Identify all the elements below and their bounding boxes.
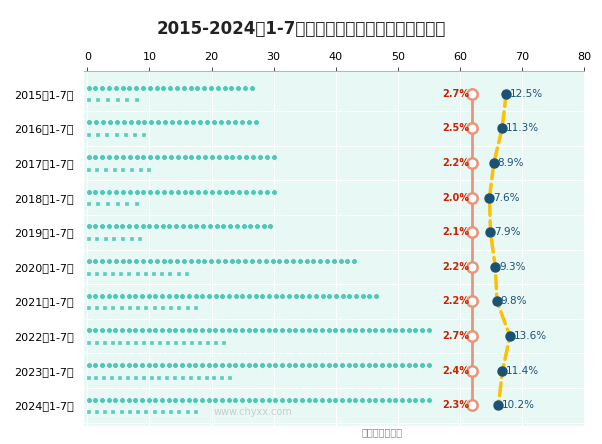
Text: 11.4%: 11.4% [506, 366, 539, 376]
Text: www.chyxx.com: www.chyxx.com [214, 407, 292, 417]
Text: 2.1%: 2.1% [442, 227, 469, 237]
Text: 制图：智研咨询: 制图：智研咨询 [361, 427, 402, 437]
Text: 2.4%: 2.4% [442, 366, 469, 376]
Text: 2.2%: 2.2% [442, 262, 469, 272]
Text: 9.3%: 9.3% [499, 262, 526, 272]
Text: 2.0%: 2.0% [442, 193, 469, 202]
Text: 2.2%: 2.2% [442, 297, 469, 306]
Text: 2.7%: 2.7% [442, 331, 469, 341]
Text: 7.6%: 7.6% [493, 193, 520, 202]
Text: 2.2%: 2.2% [442, 158, 469, 168]
Text: 7.9%: 7.9% [494, 227, 521, 237]
Text: 9.8%: 9.8% [501, 297, 527, 306]
Text: 11.3%: 11.3% [506, 123, 539, 133]
Text: 13.6%: 13.6% [514, 331, 547, 341]
Text: 12.5%: 12.5% [510, 88, 543, 99]
Text: 2.5%: 2.5% [442, 123, 469, 133]
Text: 8.9%: 8.9% [498, 158, 524, 168]
Text: 2.7%: 2.7% [442, 88, 469, 99]
Text: 2.3%: 2.3% [442, 400, 469, 410]
Text: 2015-2024年1-7月西藏自治区工业企业存货统计图: 2015-2024年1-7月西藏自治区工业企业存货统计图 [157, 20, 445, 38]
Text: 10.2%: 10.2% [502, 400, 535, 410]
